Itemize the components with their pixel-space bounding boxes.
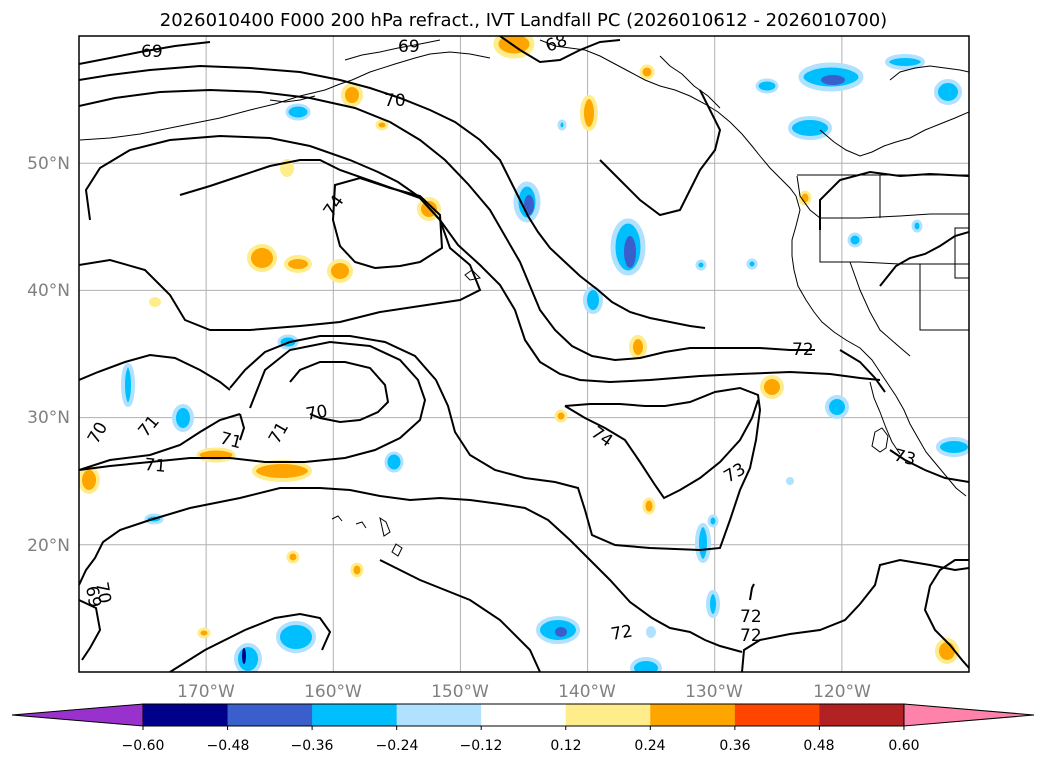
lon-tick: 160°W <box>304 682 362 702</box>
colorbar-tick: −0.36 <box>291 738 334 754</box>
map-panel: 69 69 68 70 74 70 71 71 71 70 71 72 74 7… <box>78 31 970 673</box>
contour-label: 69 <box>398 37 420 57</box>
lat-tick: 20°N <box>27 536 70 556</box>
contour-label: 70 <box>91 580 114 605</box>
colorbar-tick: −0.48 <box>207 738 250 754</box>
colorbar-tick: 0.48 <box>803 738 834 754</box>
contour-label: 72 <box>740 626 762 646</box>
colorbar-segment <box>650 704 736 726</box>
lon-tick: 130°W <box>685 682 743 702</box>
colorbar-tick: −0.24 <box>376 738 419 754</box>
lat-tick: 30°N <box>27 408 70 428</box>
lat-tick: 50°N <box>27 154 70 174</box>
colorbar-tick: 0.60 <box>888 738 919 754</box>
colorbar-extend-low <box>11 703 144 727</box>
coastlines <box>79 39 969 557</box>
longitude-ticks: 170°W 160°W 150°W 140°W 130°W 120°W <box>177 682 871 702</box>
lon-tick: 120°W <box>813 682 871 702</box>
colorbar-tick: −0.12 <box>460 738 503 754</box>
colorbar-tick: −0.60 <box>122 738 165 754</box>
contour-label: 72 <box>792 340 814 360</box>
contour-label: 69 <box>141 42 163 62</box>
colorbar <box>11 703 1035 730</box>
contour-label: 70 <box>304 401 329 424</box>
contour-label: 69 <box>81 584 104 609</box>
colorbar-tick: 0.24 <box>634 738 665 754</box>
colorbar-outline <box>142 703 905 727</box>
contour-label: 70 <box>384 91 406 111</box>
latitude-ticks: 50°N 40°N 30°N 20°N <box>27 154 70 556</box>
colorbar-tick: 0.12 <box>550 738 581 754</box>
contour-label: 71 <box>144 455 167 477</box>
colorbar-segment <box>481 704 567 726</box>
colorbar-segment <box>734 704 820 726</box>
colorbar-segment <box>143 704 229 726</box>
colorbar-ticks: −0.60 −0.48 −0.36 −0.24 −0.12 0.12 0.24 … <box>122 738 920 754</box>
colorbar-tick: 0.36 <box>719 738 750 754</box>
lon-tick: 150°W <box>431 682 489 702</box>
lat-tick: 40°N <box>27 281 70 301</box>
contour-label: 72 <box>609 621 634 644</box>
colorbar-segment <box>312 704 398 726</box>
map-frame <box>78 35 970 673</box>
refractivity-contours <box>79 36 969 672</box>
colorbar-segment <box>396 704 482 726</box>
map-title: 2026010400 F000 200 hPa refract., IVT La… <box>159 10 888 31</box>
contour-label: 68 <box>543 31 570 57</box>
colorbar-extend-high <box>903 703 1035 727</box>
contour-label: 72 <box>740 607 762 627</box>
colorbar-segment <box>565 704 651 726</box>
colorbar-segment <box>227 704 313 726</box>
colorbar-segment <box>819 704 905 726</box>
lon-tick: 140°W <box>558 682 616 702</box>
lon-tick: 170°W <box>177 682 235 702</box>
